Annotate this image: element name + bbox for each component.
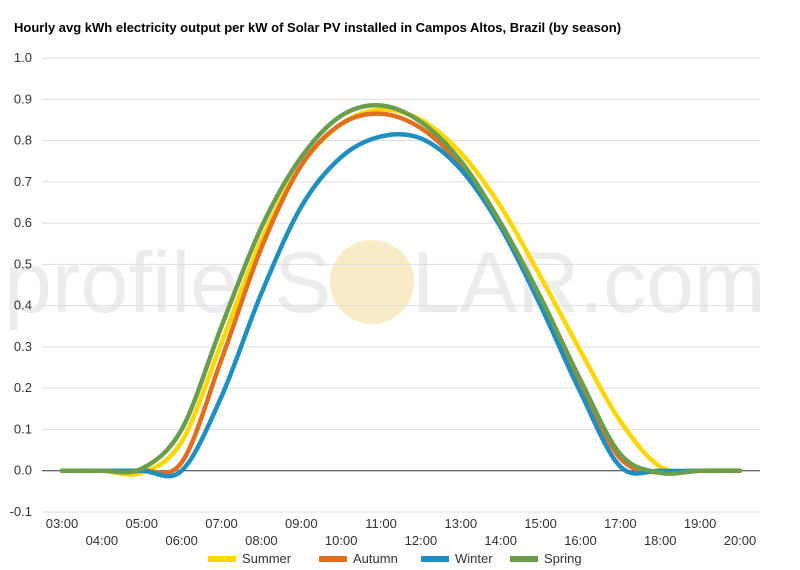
grid <box>42 57 760 513</box>
legend-swatch-spring <box>510 556 538 562</box>
legend-swatch-autumn <box>319 556 347 562</box>
x-tick-label: 15:00 <box>524 516 557 531</box>
legend-label-spring: Spring <box>544 551 582 566</box>
x-tick-label: 19:00 <box>684 516 717 531</box>
watermark: profile S LAR.com <box>4 235 766 331</box>
x-tick-label: 03:00 <box>46 516 79 531</box>
watermark-text-3: LAR.com <box>412 235 766 331</box>
x-tick-label: 14:00 <box>484 533 517 548</box>
chart-title: Hourly avg kWh electricity output per kW… <box>14 20 621 35</box>
y-axis: -0.1 0.0 0.1 0.2 0.3 0.4 0.5 0.6 0.7 0.8 0.9 1.0 <box>10 50 32 519</box>
y-tick-label: 0.1 <box>14 421 32 436</box>
y-tick-label: 1.0 <box>14 50 32 65</box>
legend-label-winter: Winter <box>455 551 493 566</box>
x-tick-label: 05:00 <box>125 516 158 531</box>
x-tick-label: 13:00 <box>445 516 478 531</box>
y-tick-label: 0.2 <box>14 380 32 395</box>
y-tick-label: 0.8 <box>14 133 32 148</box>
series-line-autumn <box>59 111 743 476</box>
x-tick-label: 12:00 <box>405 533 438 548</box>
series-line-spring <box>59 103 743 476</box>
y-tick-label: 0.7 <box>14 174 32 189</box>
series-layer <box>59 103 743 479</box>
watermark-text-1: profile <box>4 235 238 331</box>
x-tick-label: 10:00 <box>325 533 358 548</box>
legend-label-summer: Summer <box>242 551 292 566</box>
x-tick-label: 06:00 <box>165 533 198 548</box>
legend-swatch-winter <box>421 556 449 562</box>
legend: Summer Autumn Winter Spring <box>208 551 582 566</box>
x-tick-label: 16:00 <box>564 533 597 548</box>
watermark-sun-icon <box>330 240 414 324</box>
legend-label-autumn: Autumn <box>353 551 398 566</box>
y-tick-label: -0.1 <box>10 504 32 519</box>
x-tick-label: 20:00 <box>724 533 757 548</box>
y-tick-label: 0.5 <box>14 256 32 271</box>
x-tick-label: 04:00 <box>86 533 119 548</box>
watermark-text-2: S <box>274 235 331 331</box>
y-tick-label: 0.3 <box>14 339 32 354</box>
series-line-summer <box>59 107 743 477</box>
x-tick-label: 09:00 <box>285 516 318 531</box>
y-tick-label: 0.4 <box>14 298 32 313</box>
x-tick-label: 18:00 <box>644 533 677 548</box>
x-tick-label: 11:00 <box>365 516 397 531</box>
x-tick-label: 08:00 <box>245 533 278 548</box>
x-axis: 03:00 04:00 05:00 06:00 07:00 08:00 09:00 10:00… <box>46 516 757 548</box>
y-tick-label: 0.0 <box>14 463 32 478</box>
series-line-winter <box>59 131 743 479</box>
x-tick-label: 17:00 <box>604 516 637 531</box>
y-tick-label: 0.6 <box>14 215 32 230</box>
y-tick-label: 0.9 <box>14 91 32 106</box>
legend-swatch-summer <box>208 556 236 562</box>
x-tick-label: 07:00 <box>205 516 238 531</box>
